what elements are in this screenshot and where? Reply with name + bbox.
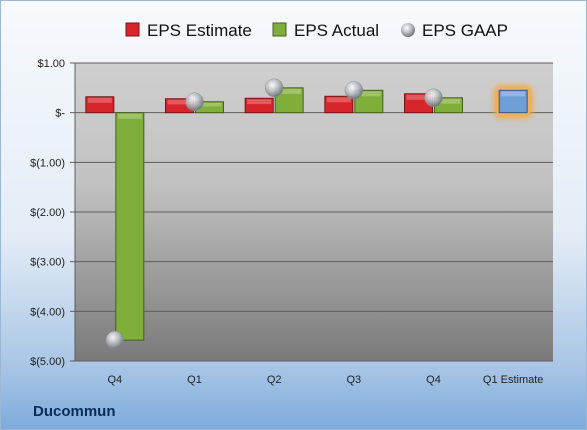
x-tick-label: Q1 Estimate (483, 374, 544, 386)
legend-label: EPS Estimate (147, 21, 252, 40)
legend: EPS Estimate EPS Actual EPS GAAP (125, 21, 508, 40)
marker-eps-gaap (185, 92, 204, 111)
marker-eps-gaap (424, 88, 443, 108)
legend-swatch (272, 22, 287, 37)
marker-eps-gaap (344, 81, 364, 100)
marker-eps-gaap (105, 330, 125, 350)
bar-eps-actual-highlight (117, 113, 142, 119)
bar-eps-actual-highlight (277, 88, 302, 94)
x-tick-label: Q1 (187, 374, 202, 386)
y-tick-label: $(2.00) (30, 207, 65, 219)
legend-label: EPS Actual (294, 21, 379, 40)
bar-eps-actual-highlight (356, 91, 381, 97)
gaap-markers (105, 78, 443, 350)
company-name: Ducommun (33, 403, 116, 420)
x-tick-label: Q4 (426, 374, 441, 386)
x-axis: Q4 Q1 Q2 Q3 Q4 Q1 Estimate (107, 374, 543, 386)
bar-eps-actual-highlight (436, 98, 461, 104)
bar-q1-estimate-highlight (501, 91, 526, 97)
bar-eps-actual-highlight (197, 102, 222, 107)
bar-eps-actual (115, 112, 145, 341)
marker-eps-gaap (264, 78, 284, 98)
x-tick-label: Q4 (107, 374, 122, 386)
eps-chart: EPS Estimate EPS Actual EPS GAAP $1.00 $- $(… (30, 21, 553, 386)
legend-label: EPS GAAP (422, 21, 508, 40)
legend-swatch (125, 22, 140, 37)
y-tick-label: $(5.00) (30, 356, 65, 368)
x-tick-label: Q2 (267, 374, 282, 386)
gridlines (75, 62, 553, 362)
x-tick-label: Q3 (346, 374, 361, 386)
y-tick-label: $(3.00) (30, 257, 65, 269)
legend-swatch (401, 23, 415, 37)
y-tick-label: $- (55, 108, 65, 120)
y-tick-label: $(4.00) (30, 306, 65, 318)
bar-eps-estimate-highlight (326, 97, 351, 103)
bar-eps-estimate-highlight (87, 97, 112, 103)
bar-eps-estimate-highlight (406, 94, 431, 100)
y-axis: $1.00 $- $(1.00) $(2.00) $(3.00) $(4.00) $(5.0… (30, 58, 76, 368)
bar-eps-estimate-highlight (167, 99, 192, 105)
bar-eps-estimate-highlight (247, 99, 272, 105)
y-tick-label: $(1.00) (30, 157, 65, 169)
y-tick-label: $1.00 (37, 58, 65, 70)
